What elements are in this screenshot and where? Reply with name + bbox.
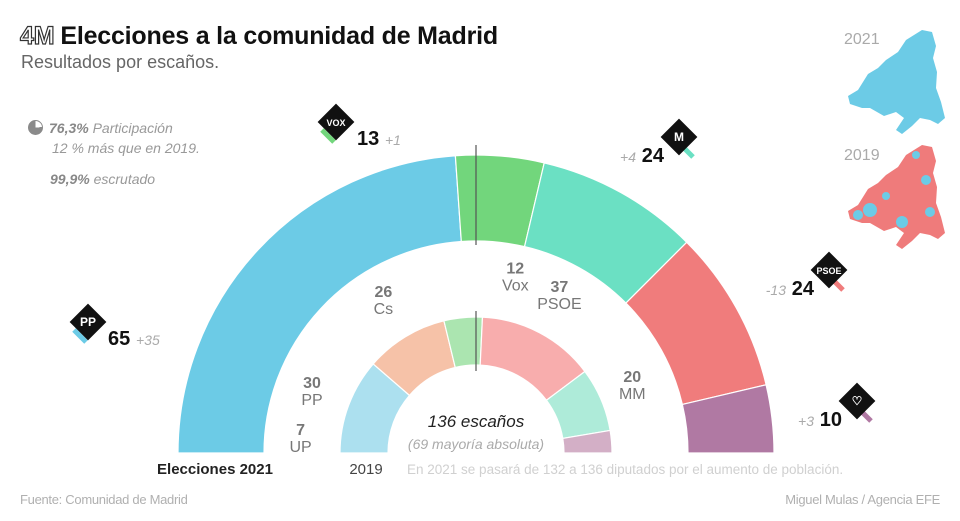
change-psoe: -13 — [766, 282, 786, 298]
seat-segment-up — [562, 429, 613, 454]
ring-2021 — [177, 154, 775, 454]
participation-note: 12 % más que en 2019. — [52, 140, 200, 156]
change-pp: +35 — [136, 332, 160, 348]
mas-madrid-logo-icon-text: M — [674, 130, 684, 144]
vox-logo-icon-text: VOX — [326, 118, 345, 128]
participation-label: Participación — [92, 120, 173, 136]
counted-row: 99,9% escrutado — [28, 169, 200, 189]
vox-logo-icon — [317, 103, 355, 141]
party-label-up: ♡ 10 +3 — [798, 382, 876, 431]
map-2019-blue-area — [896, 216, 908, 228]
pie-chart-icon — [28, 120, 43, 135]
psoe-logo-icon-text: PSOE — [816, 266, 841, 276]
counted-value: 99,9% — [50, 171, 90, 187]
pp-logo-icon-text: PP — [80, 315, 96, 329]
page-title: 4M Elecciones a la comunidad de Madrid — [19, 21, 498, 51]
map-2019-blue-area — [863, 203, 877, 217]
author-credit: Miguel Mulas / Agencia EFE — [785, 492, 940, 507]
map-2019-blue-area — [925, 207, 935, 217]
mas-madrid-logo-icon — [660, 118, 698, 156]
page-subtitle: Resultados por escaños. — [21, 52, 220, 72]
seat-segment-up — [681, 384, 775, 454]
map-2019-blue-area — [921, 175, 931, 185]
map-2019-blue-area — [853, 210, 863, 220]
label-2019-party-cs: Cs — [374, 301, 394, 318]
label-2019-party-psoe: PSOE — [537, 296, 581, 313]
party-label-vox: VOX 13 +1 — [317, 103, 401, 150]
label-2019-seats-pp: 30 — [303, 375, 321, 392]
ring-2019 — [339, 316, 613, 454]
label-2019-party-mm: MM — [619, 386, 646, 403]
majority-note: (69 mayoría absoluta) — [408, 436, 544, 452]
title-tag: 4M — [19, 21, 55, 50]
map-2021 — [848, 30, 945, 134]
participation-row: 76,3% Participación — [28, 118, 200, 138]
psoe-logo-icon — [810, 251, 848, 289]
stats-panel: 76,3% Participación 12 % más que en 2019… — [28, 118, 200, 189]
label-2019-seats-psoe: 37 — [551, 279, 569, 296]
party-color-strip — [72, 328, 88, 344]
map-2021-label: 2021 — [844, 31, 880, 48]
unidas-podemos-logo-icon-text: ♡ — [852, 394, 863, 408]
counted-label: escrutado — [93, 171, 156, 187]
label-2019-party-vox: Vox — [502, 277, 529, 294]
party-color-strip — [320, 128, 336, 144]
chart-note: En 2021 se pasará de 132 a 136 diputados… — [407, 462, 843, 477]
map-2019-blue-area — [882, 192, 890, 200]
ring-2019-label: 2019 — [349, 461, 382, 478]
label-2019-seats-vox: 12 — [506, 260, 524, 277]
seats-2021-psoe: 24 — [792, 278, 815, 300]
seats-2021-pp: 65 — [108, 328, 130, 350]
label-2019-seats-mm: 20 — [623, 369, 641, 386]
ring-2021-label: Elecciones 2021 — [157, 461, 273, 478]
seats-2021-m-s-madrid: 24 — [642, 145, 665, 167]
label-2019-party-up: UP — [289, 439, 311, 456]
maps-panel: 2021 2019 — [844, 30, 945, 249]
map-2019-blue-areas — [853, 151, 935, 228]
label-2019-party-pp: PP — [301, 392, 322, 409]
label-2019-seats-cs: 26 — [374, 284, 392, 301]
map-2019-label: 2019 — [844, 147, 880, 164]
map-2019 — [848, 145, 945, 249]
seats-2021-up: 10 — [820, 409, 842, 431]
map-2019-blue-area — [912, 151, 920, 159]
party-label-pp: PP 65 +35 — [69, 303, 160, 350]
total-seats-label: 136 escaños — [428, 412, 525, 431]
title-text: Elecciones a la comunidad de Madrid — [60, 22, 498, 50]
label-2019-seats-up: 7 — [296, 422, 305, 439]
change-vox: +1 — [385, 132, 401, 148]
party-label-m-s-madrid: M 24 +4 — [620, 118, 698, 167]
seats-2021-vox: 13 — [357, 128, 379, 150]
participation-value: 76,3% — [49, 120, 89, 136]
unidas-podemos-logo-icon — [838, 382, 876, 420]
change-m-s-madrid: +4 — [620, 149, 636, 165]
pp-logo-icon — [69, 303, 107, 341]
change-up: +3 — [798, 413, 814, 429]
seat-segment-pp — [177, 155, 462, 454]
source-credit: Fuente: Comunidad de Madrid — [20, 492, 188, 507]
